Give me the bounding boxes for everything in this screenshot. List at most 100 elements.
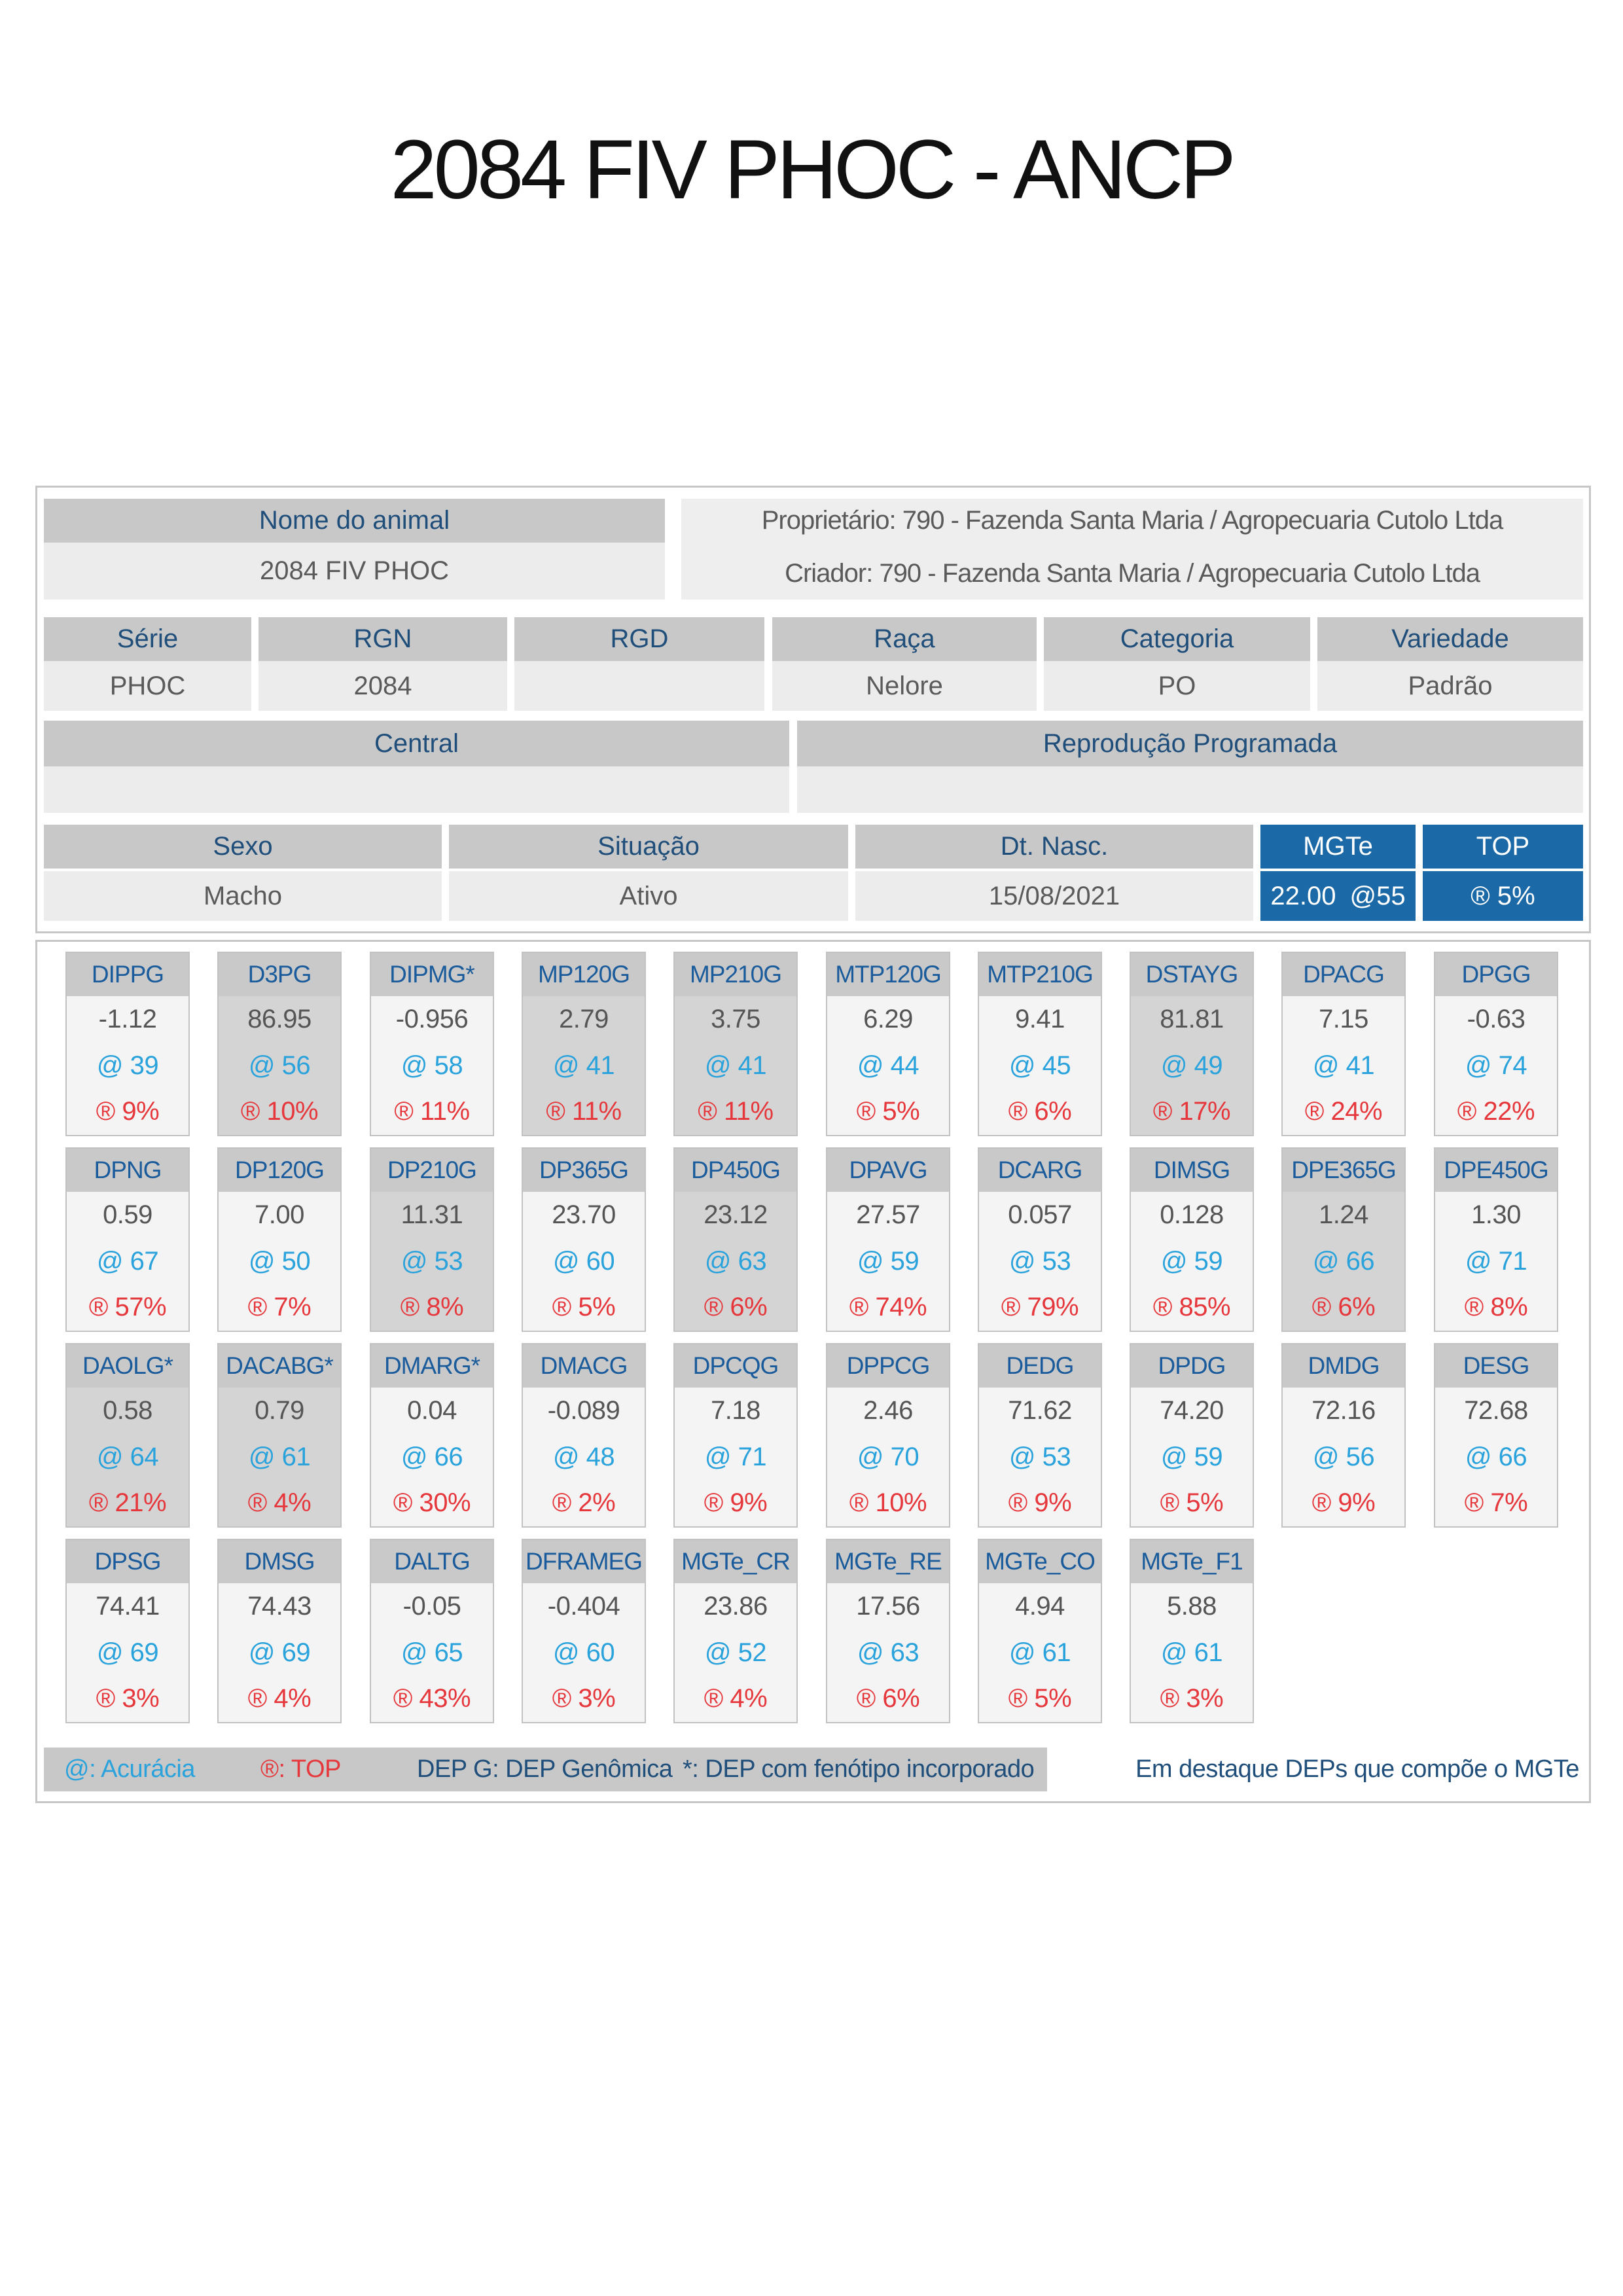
dep-accuracy: @ 59 (1160, 1442, 1223, 1471)
dep-card: MP120G 2.79 @ 41 ® 11% (522, 952, 646, 1136)
animal-name-value: 2084 FIV PHOC (44, 543, 665, 600)
dep-card: MTP120G 6.29 @ 44 ® 5% (826, 952, 950, 1136)
dep-top-percent: ® 3% (552, 1684, 616, 1713)
dep-top-percent: ® 9% (1311, 1488, 1376, 1518)
dep-card: DMACG -0.089 @ 48 ® 2% (522, 1343, 646, 1528)
dep-card: DIPPG -1.12 @ 39 ® 9% (65, 952, 190, 1136)
dep-card: DEDG 71.62 @ 53 ® 9% (978, 1343, 1102, 1528)
dep-name: DEDG (979, 1344, 1101, 1388)
dep-name: DAOLG* (67, 1344, 188, 1388)
dep-name: MTP120G (827, 953, 949, 996)
dep-value: 71.62 (1008, 1395, 1072, 1425)
owner-panel: Proprietário: 790 - Fazenda Santa Maria … (681, 499, 1583, 600)
dep-card: DMDG 72.16 @ 56 ® 9% (1281, 1343, 1406, 1528)
dep-name: DPCQG (675, 1344, 796, 1388)
dep-accuracy: @ 56 (1312, 1442, 1375, 1471)
dep-card: D3PG 86.95 @ 56 ® 10% (217, 952, 342, 1136)
dep-accuracy: @ 52 (704, 1638, 767, 1667)
page-title: 2084 FIV PHOC - ANCP (390, 123, 1236, 217)
dep-top-percent: ® 4% (704, 1684, 768, 1713)
dep-value: 23.86 (704, 1591, 768, 1621)
raca-label: Raça (772, 617, 1037, 661)
dep-card: DESG 72.68 @ 66 ® 7% (1434, 1343, 1558, 1528)
dep-accuracy: @ 65 (401, 1638, 463, 1667)
dep-accuracy: @ 53 (1008, 1442, 1071, 1471)
dep-value: 7.18 (711, 1395, 760, 1425)
breeder-text: Criador: 790 - Fazenda Santa Maria / Agr… (785, 559, 1480, 588)
dep-accuracy: @ 41 (1312, 1050, 1375, 1080)
dep-value: -0.404 (547, 1591, 620, 1621)
sexo-value: Macho (44, 871, 442, 921)
dep-top-percent: ® 9% (704, 1488, 768, 1518)
legend-genomic: DEP G: DEP Genômica (417, 1755, 673, 1783)
dep-accuracy: @ 60 (552, 1246, 615, 1276)
legend-top: ®: TOP (260, 1755, 341, 1783)
dep-card: MTP210G 9.41 @ 45 ® 6% (978, 952, 1102, 1136)
dep-value: 1.30 (1471, 1200, 1521, 1229)
dep-value: 0.58 (103, 1395, 152, 1425)
dep-value: 7.00 (255, 1200, 304, 1229)
dep-accuracy: @ 58 (401, 1050, 463, 1080)
dep-card: DP365G 23.70 @ 60 ® 5% (522, 1147, 646, 1332)
dep-name: MTP210G (979, 953, 1101, 996)
situacao-value: Ativo (449, 871, 848, 921)
dep-top-percent: ® 7% (247, 1293, 312, 1322)
dep-name: DPGG (1435, 953, 1557, 996)
dep-card: DPSG 74.41 @ 69 ® 3% (65, 1539, 190, 1723)
dep-top-percent: ® 57% (88, 1293, 167, 1322)
variedade-value: Padrão (1317, 661, 1583, 711)
dep-name: DPE450G (1435, 1149, 1557, 1192)
dep-card: DP450G 23.12 @ 63 ® 6% (673, 1147, 798, 1332)
dep-accuracy: @ 64 (96, 1442, 159, 1471)
dep-top-percent: ® 85% (1152, 1293, 1231, 1322)
dep-name: DPPCG (827, 1344, 949, 1388)
dep-accuracy: @ 66 (401, 1442, 463, 1471)
dep-accuracy: @ 48 (552, 1442, 615, 1471)
dep-name: DPACG (1283, 953, 1404, 996)
dep-top-percent: ® 3% (96, 1684, 160, 1713)
dep-value: 7.15 (1319, 1004, 1368, 1033)
dep-accuracy: @ 61 (1160, 1638, 1223, 1667)
dep-card: DACABG* 0.79 @ 61 ® 4% (217, 1343, 342, 1528)
dep-card: DPGG -0.63 @ 74 ® 22% (1434, 952, 1558, 1136)
dep-top-percent: ® 10% (849, 1488, 927, 1518)
dep-card: DMARG* 0.04 @ 66 ® 30% (370, 1343, 494, 1528)
dep-card: DSTAYG 81.81 @ 49 ® 17% (1130, 952, 1254, 1136)
dep-accuracy: @ 66 (1465, 1442, 1527, 1471)
dep-card: DCARG 0.057 @ 53 ® 79% (978, 1147, 1102, 1332)
dep-value: -0.63 (1467, 1004, 1525, 1033)
dep-value: 0.057 (1008, 1200, 1072, 1229)
dep-value: 3.75 (711, 1004, 760, 1033)
reproducao-programada-label: Reprodução Programada (797, 721, 1583, 766)
dep-accuracy: @ 60 (552, 1638, 615, 1667)
dep-accuracy: @ 39 (96, 1050, 159, 1080)
legend-bar (44, 1748, 1047, 1791)
dep-accuracy: @ 69 (96, 1638, 159, 1667)
dep-card: DALTG -0.05 @ 65 ® 43% (370, 1539, 494, 1723)
dep-card: DIPMG* -0.956 @ 58 ® 11% (370, 952, 494, 1136)
categoria-value: PO (1044, 661, 1310, 711)
dep-top-percent: ® 9% (1008, 1488, 1072, 1518)
dep-name: DP365G (523, 1149, 645, 1192)
dep-accuracy: @ 61 (1008, 1638, 1071, 1667)
dep-top-percent: ® 7% (1464, 1488, 1528, 1518)
dep-name: DP450G (675, 1149, 796, 1192)
dep-top-percent: ® 4% (247, 1488, 312, 1518)
dep-name: D3PG (219, 953, 340, 996)
dep-name: DMSG (219, 1540, 340, 1583)
dep-card: MGTe_F1 5.88 @ 61 ® 3% (1130, 1539, 1254, 1723)
dep-name: DIPPG (67, 953, 188, 996)
dep-accuracy: @ 63 (704, 1246, 767, 1276)
dep-name: DFRAMEG (523, 1540, 645, 1583)
dep-name: DESG (1435, 1344, 1557, 1388)
dep-name: DSTAYG (1131, 953, 1253, 996)
dep-accuracy: @ 53 (401, 1246, 463, 1276)
dep-accuracy: @ 59 (1160, 1246, 1223, 1276)
dep-accuracy: @ 50 (248, 1246, 311, 1276)
rgn-label: RGN (259, 617, 507, 661)
dep-top-percent: ® 21% (88, 1488, 167, 1518)
dep-top-percent: ® 4% (247, 1684, 312, 1713)
top-value: ® 5% (1423, 871, 1583, 921)
top-label: TOP (1423, 825, 1583, 869)
dep-accuracy: @ 53 (1008, 1246, 1071, 1276)
